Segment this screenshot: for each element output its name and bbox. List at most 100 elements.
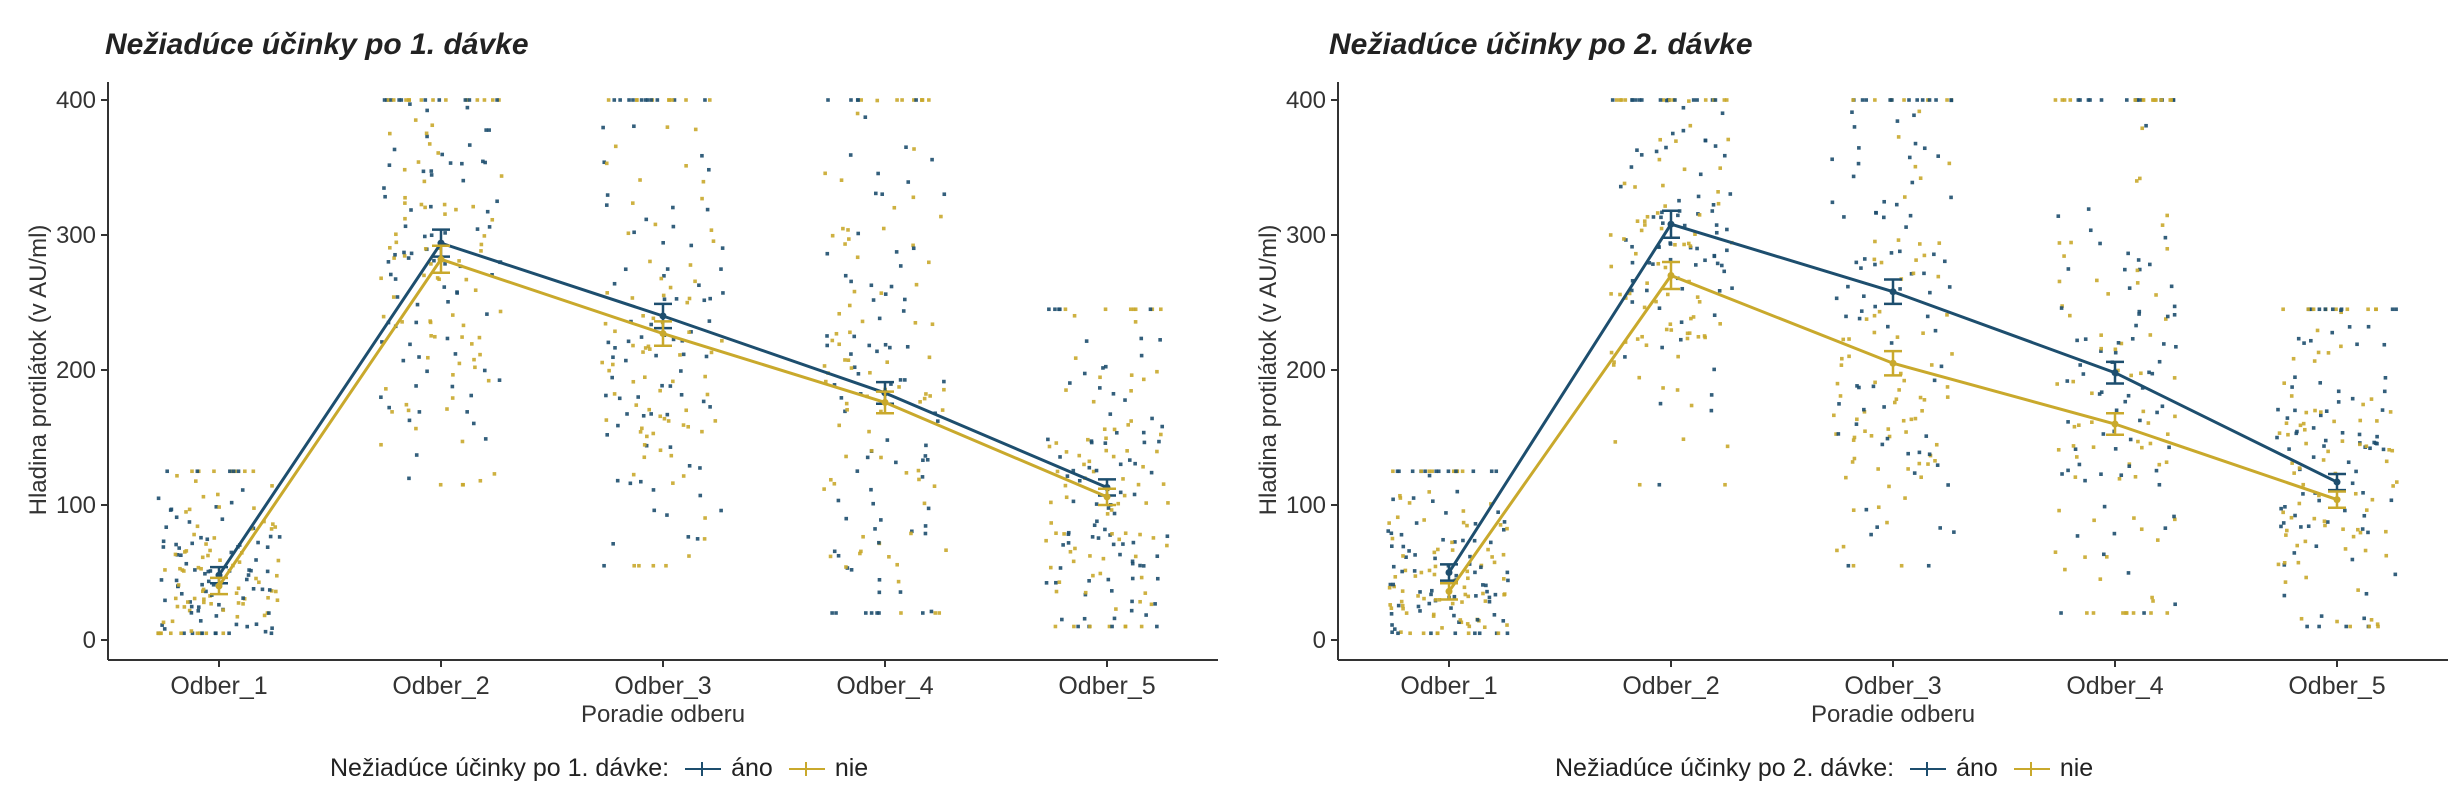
data-point [605,193,610,197]
data-point [168,631,173,636]
data-point [1419,469,1424,474]
data-point [671,481,675,485]
data-point [1064,450,1069,454]
data-point [1842,215,1846,219]
data-point [200,555,205,560]
data-point [602,563,606,568]
data-point [2276,562,2281,567]
data-point [381,314,386,319]
data-point [1837,402,1841,406]
data-point [2366,324,2371,329]
data-point [1663,204,1667,208]
data-point [2289,394,2294,398]
data-point [611,362,615,367]
data-point [162,627,167,631]
data-point [2389,498,2394,503]
data-point [467,143,472,147]
data-point [626,231,631,236]
data-point [2163,235,2168,240]
data-point [1685,336,1690,341]
data-point [605,433,610,437]
data-point [2065,379,2070,383]
data-point [2281,510,2285,515]
data-point [2127,462,2132,466]
data-point [1832,413,1836,418]
data-point [1487,599,1492,604]
data-point [867,429,871,434]
data-point [423,98,428,102]
data-point [482,234,487,238]
data-point [1929,363,1934,367]
mean-point [2333,478,2341,486]
data-point [649,322,653,327]
data-point [1885,436,1890,441]
data-point [1634,98,1638,102]
data-point [1873,304,1877,309]
data-point [1712,313,1717,318]
data-point [2283,580,2288,584]
data-point [1857,385,1861,390]
data-point [2323,438,2328,443]
data-point [165,469,169,474]
data-point [2160,404,2165,409]
data-point [1437,598,1442,602]
data-point [1872,313,1877,318]
y-tick-label: 0 [1313,627,1326,654]
data-point [1087,459,1092,464]
data-point [1715,261,1720,266]
data-point [187,608,192,613]
data-point [1660,345,1664,350]
legend-label: nie [2059,754,2094,782]
data-point [928,394,932,398]
data-point [1460,469,1465,474]
data-point [179,591,184,596]
data-point [1872,330,1877,335]
data-point [2317,493,2321,498]
data-point [1128,307,1133,312]
data-point [1106,577,1111,582]
data-point [1634,251,1638,256]
data-point [2163,317,2168,321]
data-point [704,354,709,359]
data-point [1155,449,1159,454]
data-point [1717,289,1722,293]
x-tick-label: Odber_1 [1400,672,1497,700]
data-point [1493,592,1498,597]
data-point [204,542,208,546]
data-point [1919,475,1923,480]
data-point [1133,461,1137,466]
data-point [859,98,864,102]
data-point [642,443,647,447]
data-point [2350,396,2355,401]
data-point [875,349,879,354]
data-point [688,263,693,267]
data-point [1896,135,1901,139]
data-point [409,208,413,212]
data-point [1088,624,1092,629]
data-point [1945,313,1949,317]
data-point [863,611,868,615]
data-point [199,566,203,571]
data-point [185,600,190,604]
data-point [1660,210,1664,215]
data-point [2339,344,2343,349]
data-point [1675,388,1680,392]
legend-label: nie [834,754,869,782]
data-point [1427,601,1432,606]
data-point [1418,590,1422,594]
data-point [1488,540,1493,545]
data-point [2309,307,2314,312]
data-point [837,423,842,428]
data-point [1907,155,1912,160]
data-point [1609,350,1614,355]
data-point [707,167,711,172]
data-point [195,469,200,474]
data-point [2091,445,2096,449]
data-point [270,484,274,488]
data-point [600,360,604,365]
y-tick-label: 100 [1286,492,1326,519]
data-point [1688,244,1693,248]
data-point [415,302,420,307]
data-point [1710,209,1715,213]
data-point [1150,416,1154,421]
